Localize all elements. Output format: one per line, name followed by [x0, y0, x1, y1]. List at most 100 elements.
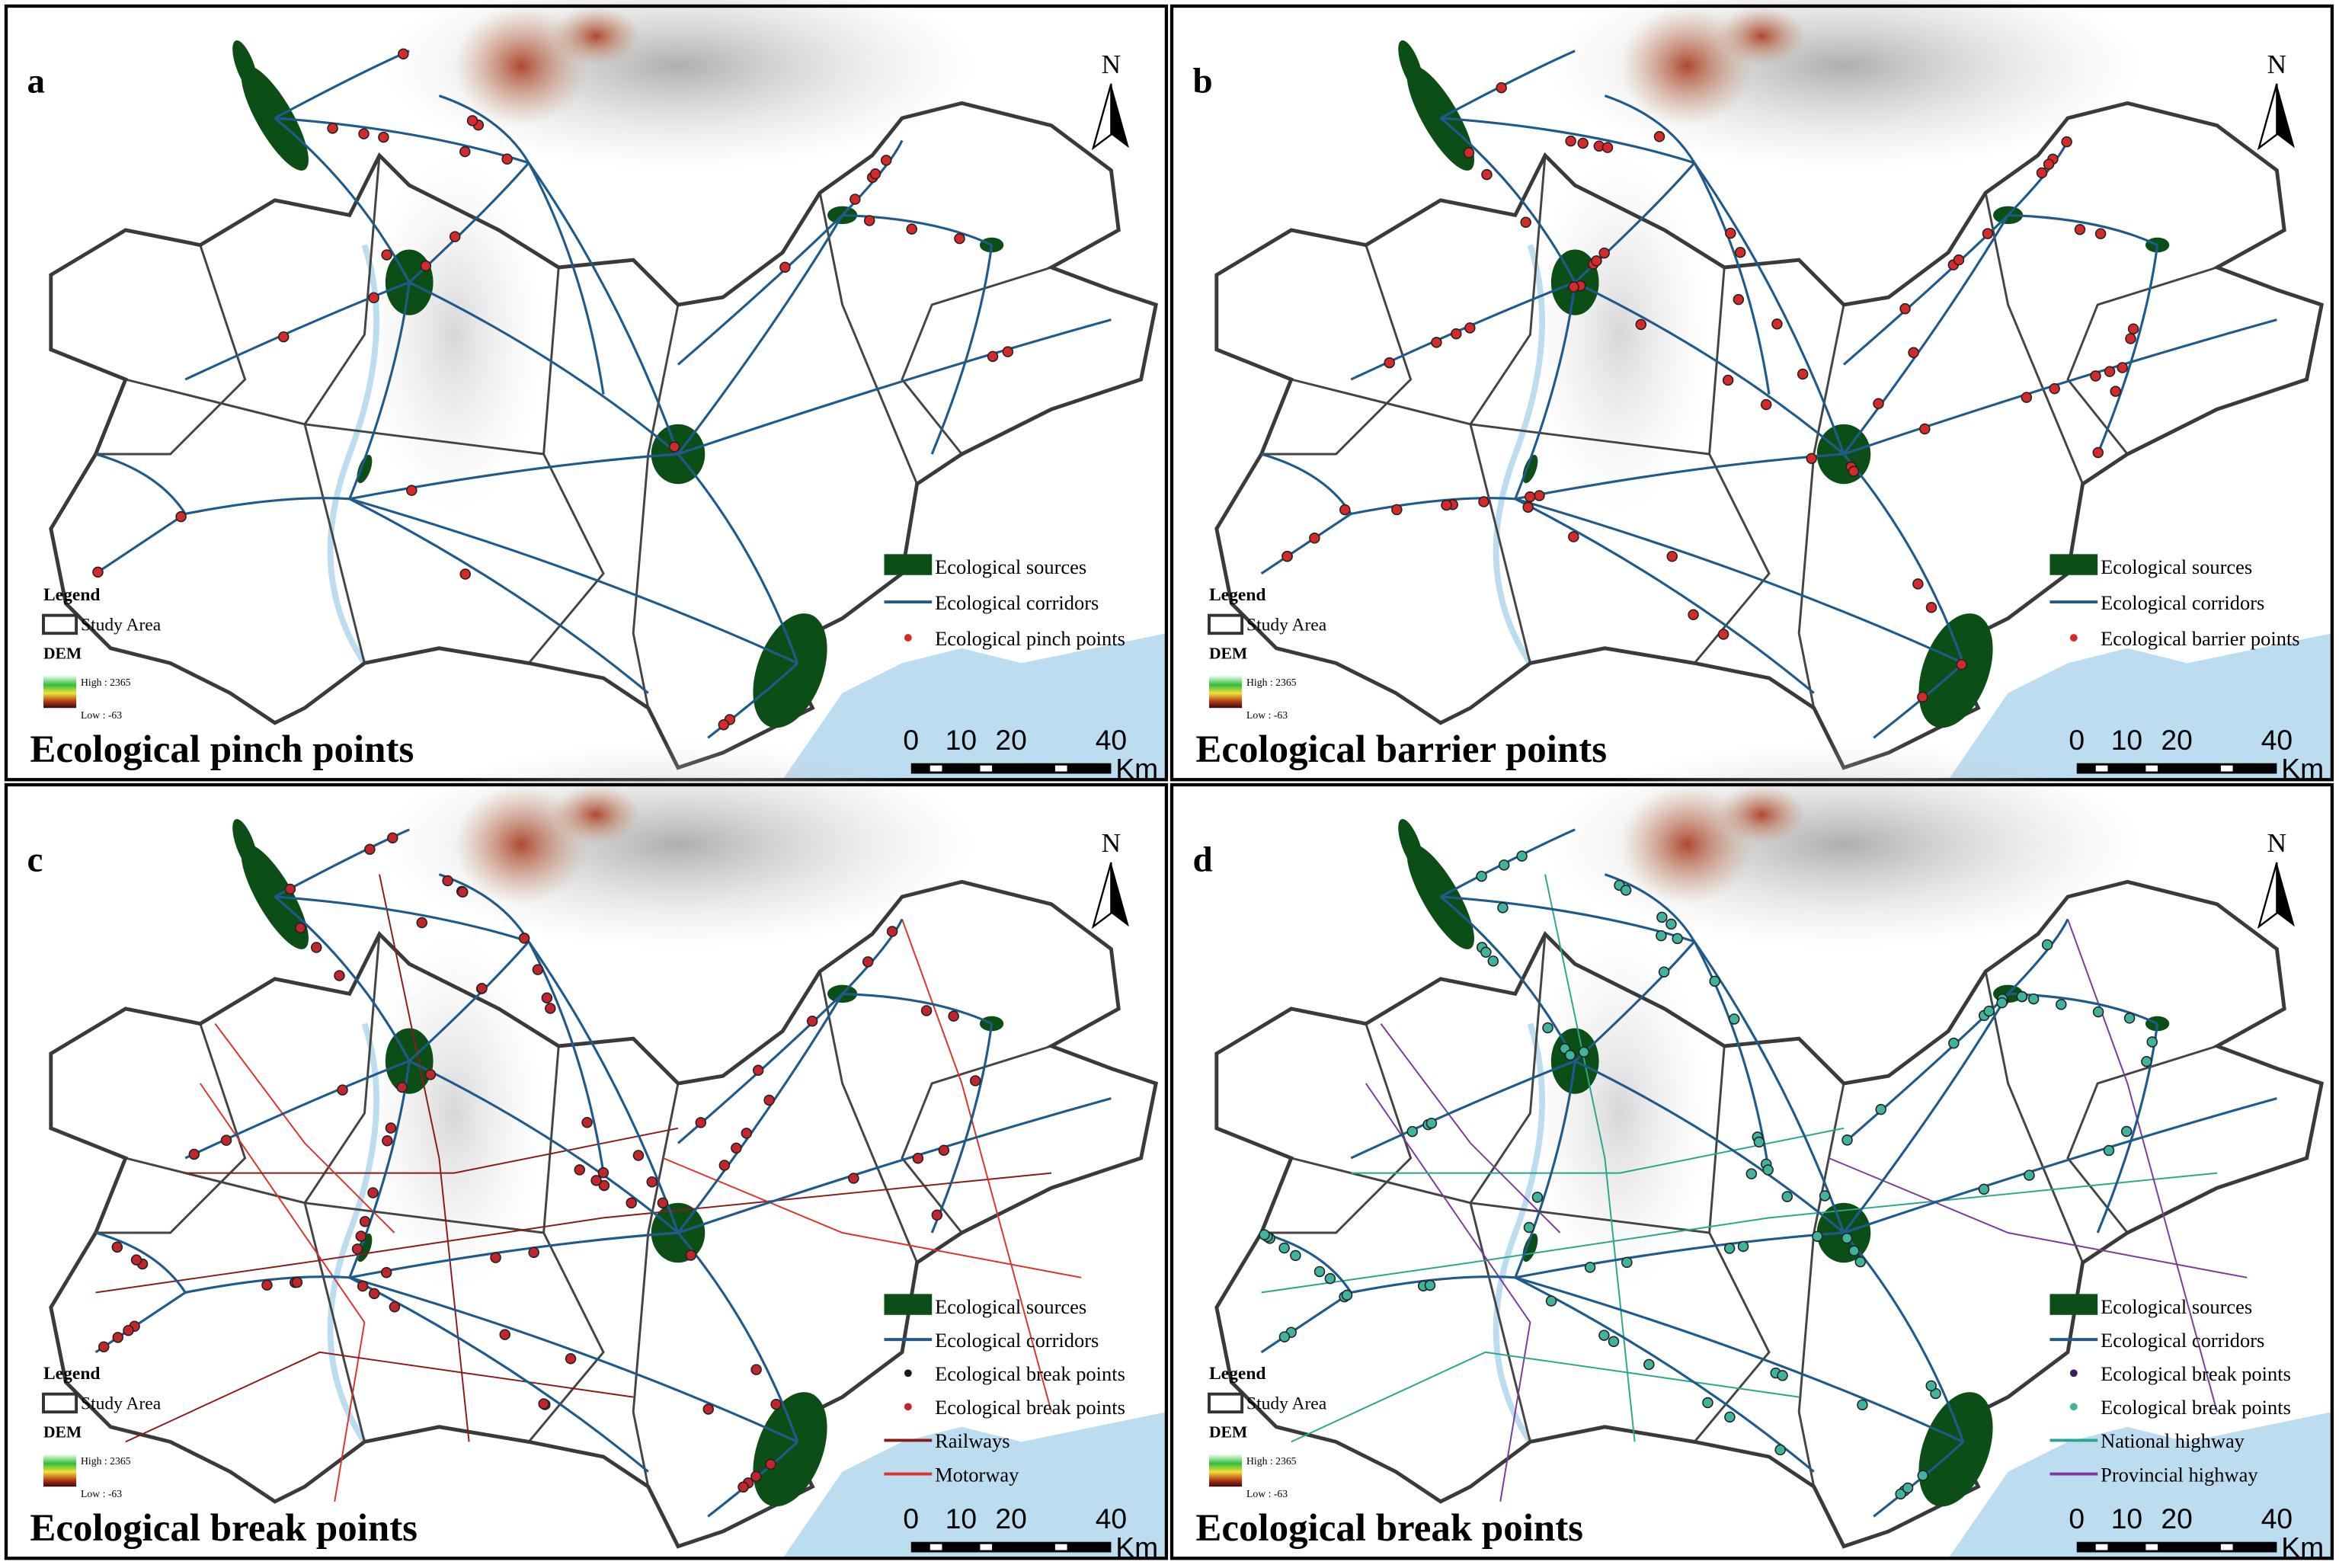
map-point — [1516, 850, 1528, 862]
ecological-corridor — [1515, 1231, 1845, 1279]
map-point — [626, 1197, 637, 1209]
legend-title: Legend — [43, 1364, 100, 1384]
map-point — [1948, 1037, 1960, 1049]
map-point — [337, 1084, 348, 1096]
map-point — [1854, 1256, 1867, 1268]
legend-label: Motorway — [935, 1463, 1019, 1486]
map-point — [541, 992, 553, 1004]
ecological-corridor — [274, 50, 410, 120]
road — [2067, 919, 2218, 1413]
map-point — [2024, 1170, 2035, 1181]
ecological-corridor — [1515, 1276, 1815, 1473]
ecological-corridor — [1514, 1061, 1576, 1278]
legend-label: Ecological corridors — [2101, 1329, 2264, 1352]
ecological-corridor — [95, 453, 187, 515]
map-point — [424, 1069, 437, 1080]
map-point — [1978, 1183, 1990, 1195]
map-point — [750, 1470, 762, 1483]
ecological-corridor — [1693, 162, 1771, 395]
scale-bar-segment — [2145, 765, 2158, 772]
map-point — [1578, 1046, 1590, 1058]
legend-label: Ecological break points — [935, 1362, 1125, 1385]
ecological-corridor — [274, 117, 411, 283]
map-point — [518, 933, 530, 944]
map-point — [442, 875, 453, 887]
ecological-corridor — [677, 993, 843, 1234]
legend-label: High : 2365 — [1246, 1455, 1297, 1467]
map-point — [398, 48, 409, 59]
ecological-corridor — [527, 162, 680, 455]
ecological-corridor — [1515, 1276, 1964, 1443]
map-point — [685, 1250, 697, 1261]
ecological-corridor — [1574, 940, 1696, 1062]
map-point — [1480, 946, 1492, 958]
legend-title: Legend — [43, 585, 100, 605]
map-point — [718, 1160, 731, 1171]
scale-label: 10 — [2111, 724, 2142, 756]
map-point — [1431, 337, 1442, 348]
map-point — [2049, 382, 2060, 395]
map-point — [1524, 491, 1536, 503]
scale-label: 0 — [903, 1502, 919, 1534]
map-point — [1635, 318, 1647, 331]
map-point — [2041, 939, 2053, 951]
road — [214, 1023, 395, 1234]
ecological-corridor — [677, 1097, 1112, 1234]
ecological-corridor — [1843, 1097, 2277, 1234]
map-point — [1478, 496, 1489, 507]
district-boundary — [1291, 1157, 1710, 1234]
map-point — [2103, 1144, 2115, 1157]
ecological-corridor — [408, 940, 530, 1062]
map-point — [1497, 902, 1509, 914]
map-point — [948, 1010, 959, 1022]
map-point — [2092, 446, 2104, 459]
map-point — [597, 1166, 610, 1179]
legend-label: Study Area — [81, 615, 162, 635]
legend-swatch — [884, 1294, 933, 1315]
ecological-corridor — [1604, 94, 1696, 164]
study-area-swatch — [1208, 613, 1244, 635]
map-point — [906, 223, 917, 235]
panel-frame — [4, 782, 1169, 1560]
map-point — [850, 194, 861, 205]
ecological-corridor — [1515, 498, 1815, 694]
map-point — [954, 232, 965, 245]
map-point — [310, 942, 322, 953]
ecological-corridor — [2007, 918, 2069, 995]
map-point — [1723, 1243, 1736, 1254]
map-point — [806, 1016, 818, 1027]
map-point — [1734, 246, 1746, 258]
map-point — [220, 1134, 232, 1146]
map-point — [1771, 318, 1783, 330]
scale-label: 20 — [995, 1502, 1026, 1534]
river — [327, 244, 379, 665]
map-point — [1728, 1013, 1740, 1025]
ecological-corridor — [1515, 498, 1964, 664]
map-point — [1568, 281, 1579, 293]
legend-label: Railways — [935, 1429, 1010, 1452]
ecological-corridor — [1843, 318, 2277, 456]
scale-label: 40 — [1096, 724, 1127, 756]
map-point — [1598, 247, 1610, 259]
map-point — [1848, 1245, 1860, 1256]
scale-label: 40 — [2261, 1502, 2293, 1534]
map-point — [731, 1142, 742, 1154]
legend-label: Study Area — [1246, 1394, 1327, 1413]
map-point — [2094, 228, 2107, 239]
map-point — [367, 1187, 379, 1198]
legend-label: Ecological break points — [2101, 1362, 2291, 1385]
legend-label: Ecological break points — [935, 1396, 1125, 1419]
map-point — [1496, 82, 1507, 94]
ecological-source — [232, 40, 258, 91]
ecological-corridor — [2096, 245, 2159, 455]
map-point — [632, 1150, 645, 1161]
map-point — [752, 1064, 764, 1077]
map-point — [334, 970, 345, 981]
ecological-corridor — [1842, 214, 2009, 455]
map-point — [1523, 1221, 1535, 1234]
ecological-corridor — [1574, 1060, 1845, 1234]
ecological-corridor — [1515, 453, 1845, 501]
map-point — [1925, 1380, 1937, 1392]
map-point — [449, 231, 461, 242]
map-point — [581, 1116, 593, 1128]
